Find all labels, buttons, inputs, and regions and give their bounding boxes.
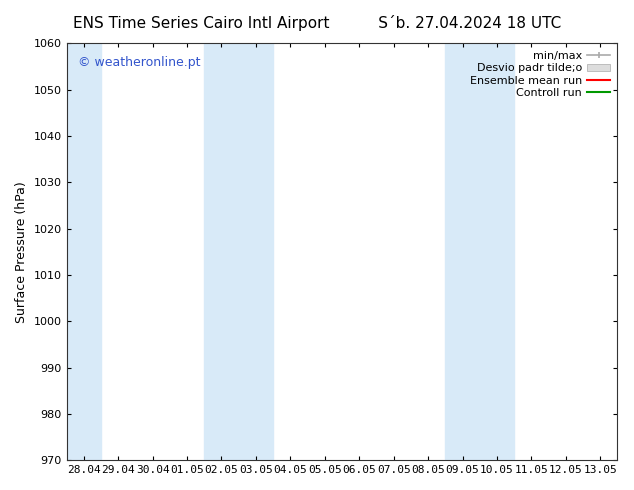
- Bar: [445, 44, 514, 460]
- Legend: min/max, Desvio padr tilde;o, Ensemble mean run, Controll run: min/max, Desvio padr tilde;o, Ensemble m…: [467, 49, 612, 100]
- Bar: [204, 44, 273, 460]
- Y-axis label: Surface Pressure (hPa): Surface Pressure (hPa): [15, 181, 28, 323]
- Bar: [67, 44, 101, 460]
- Text: ENS Time Series Cairo Intl Airport          S´b. 27.04.2024 18 UTC: ENS Time Series Cairo Intl Airport S´b. …: [73, 15, 561, 31]
- Text: © weatheronline.pt: © weatheronline.pt: [77, 56, 200, 69]
